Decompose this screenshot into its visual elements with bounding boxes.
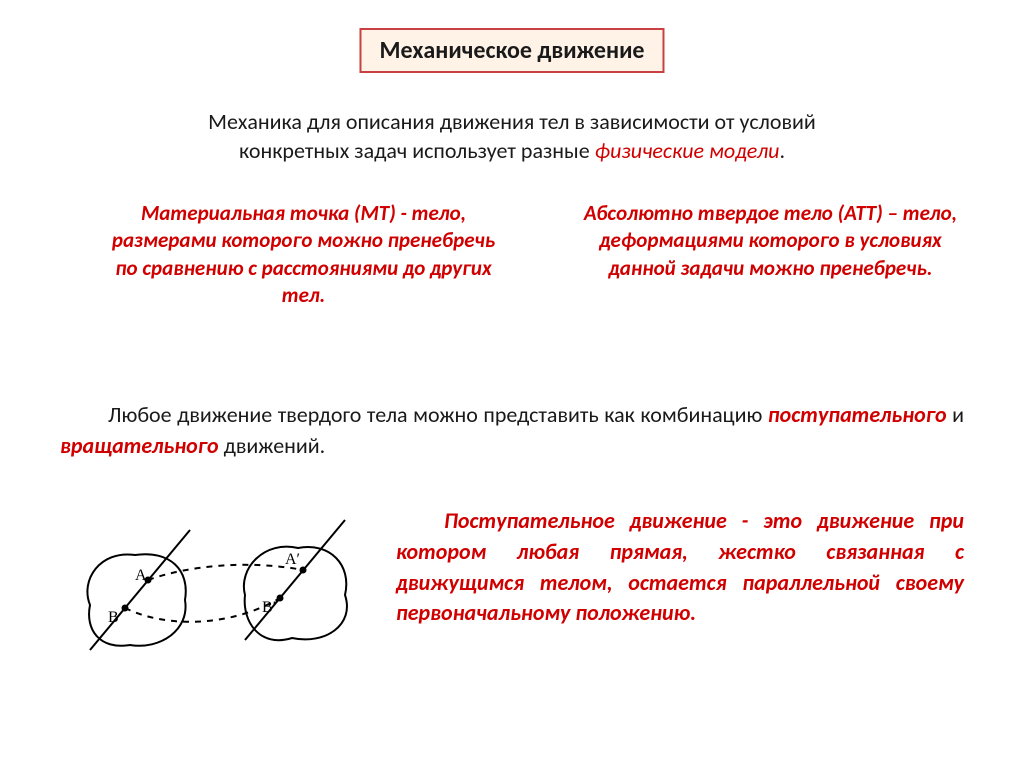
- dash-A: [148, 565, 303, 580]
- left-column-mt: Материальная точка (МТ) - тело, размерам…: [100, 200, 507, 309]
- definition-columns: Материальная точка (МТ) - тело, размерам…: [100, 200, 974, 309]
- dash-B: [125, 598, 280, 622]
- page-title: Механическое движение: [359, 28, 664, 73]
- body-t1: Любое движение твердого тела можно предс…: [108, 401, 768, 428]
- intro-line1: Механика для описания движения тел в зав…: [208, 108, 816, 135]
- intro-paragraph: Механика для описания движения тел в зав…: [100, 108, 924, 165]
- intro-line2-before: конкретных задач использует разные: [239, 137, 595, 164]
- translation-diagram: A B A′ B′: [70, 510, 360, 680]
- intro-line2-after: .: [779, 137, 785, 164]
- label-A: A: [135, 567, 147, 584]
- label-A2: A′: [285, 551, 300, 568]
- stick-right: [245, 520, 345, 640]
- body-t3: движений.: [219, 432, 326, 459]
- right-column-att: Абсолютно твердое тело (АТТ) – тело, деф…: [567, 200, 974, 309]
- label-B: B: [108, 609, 119, 626]
- body-paragraph: Любое движение твердого тела можно предс…: [60, 400, 964, 462]
- body-emph2: вращательного: [60, 432, 219, 459]
- translational-definition: Поступательное движение - это движение п…: [396, 506, 964, 629]
- definition-text: Поступательное движение - это движение п…: [396, 507, 964, 626]
- body-emph1: поступательного: [768, 401, 947, 428]
- label-B2: B′: [262, 599, 276, 616]
- intro-emph: физические модели: [595, 137, 780, 164]
- body-t2: и: [947, 401, 964, 428]
